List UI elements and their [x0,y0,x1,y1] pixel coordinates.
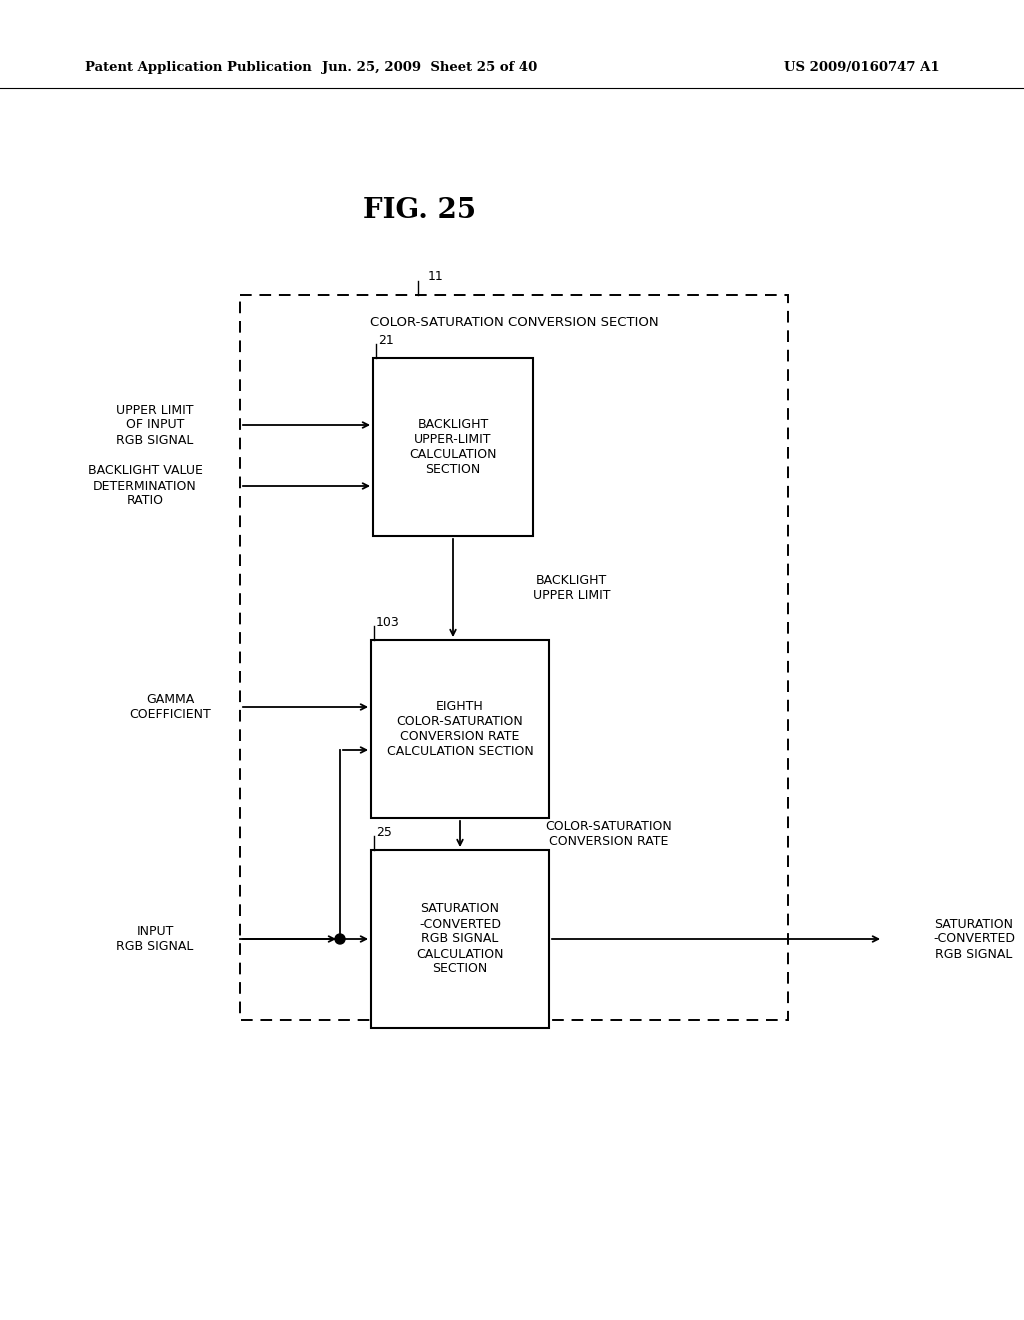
Text: COLOR-SATURATION
CONVERSION RATE: COLOR-SATURATION CONVERSION RATE [545,820,672,847]
Text: SATURATION
-CONVERTED
RGB SIGNAL: SATURATION -CONVERTED RGB SIGNAL [933,917,1015,961]
Bar [371,640,549,818]
Text: INPUT
RGB SIGNAL: INPUT RGB SIGNAL [117,925,194,953]
Text: SATURATION
-CONVERTED
RGB SIGNAL
CALCULATION
SECTION: SATURATION -CONVERTED RGB SIGNAL CALCULA… [416,903,504,975]
Text: 25: 25 [376,825,392,838]
Text: UPPER LIMIT
OF INPUT
RGB SIGNAL: UPPER LIMIT OF INPUT RGB SIGNAL [117,404,194,446]
Bar [373,358,534,536]
Text: Patent Application Publication: Patent Application Publication [85,62,311,74]
Text: BACKLIGHT
UPPER LIMIT: BACKLIGHT UPPER LIMIT [534,574,610,602]
Text: 103: 103 [376,615,399,628]
Text: US 2009/0160747 A1: US 2009/0160747 A1 [784,62,940,74]
Bar [371,850,549,1028]
Text: BACKLIGHT VALUE
DETERMINATION
RATIO: BACKLIGHT VALUE DETERMINATION RATIO [88,465,203,507]
Text: BACKLIGHT
UPPER-LIMIT
CALCULATION
SECTION: BACKLIGHT UPPER-LIMIT CALCULATION SECTIO… [410,418,497,477]
Circle shape [335,935,345,944]
Text: EIGHTH
COLOR-SATURATION
CONVERSION RATE
CALCULATION SECTION: EIGHTH COLOR-SATURATION CONVERSION RATE … [387,700,534,758]
Text: COLOR-SATURATION CONVERSION SECTION: COLOR-SATURATION CONVERSION SECTION [370,317,658,330]
Text: 11: 11 [428,271,443,284]
Bar [240,294,788,1020]
Text: Jun. 25, 2009  Sheet 25 of 40: Jun. 25, 2009 Sheet 25 of 40 [323,62,538,74]
Text: GAMMA
COEFFICIENT: GAMMA COEFFICIENT [129,693,211,721]
Text: FIG. 25: FIG. 25 [364,197,476,223]
Text: 21: 21 [378,334,394,346]
